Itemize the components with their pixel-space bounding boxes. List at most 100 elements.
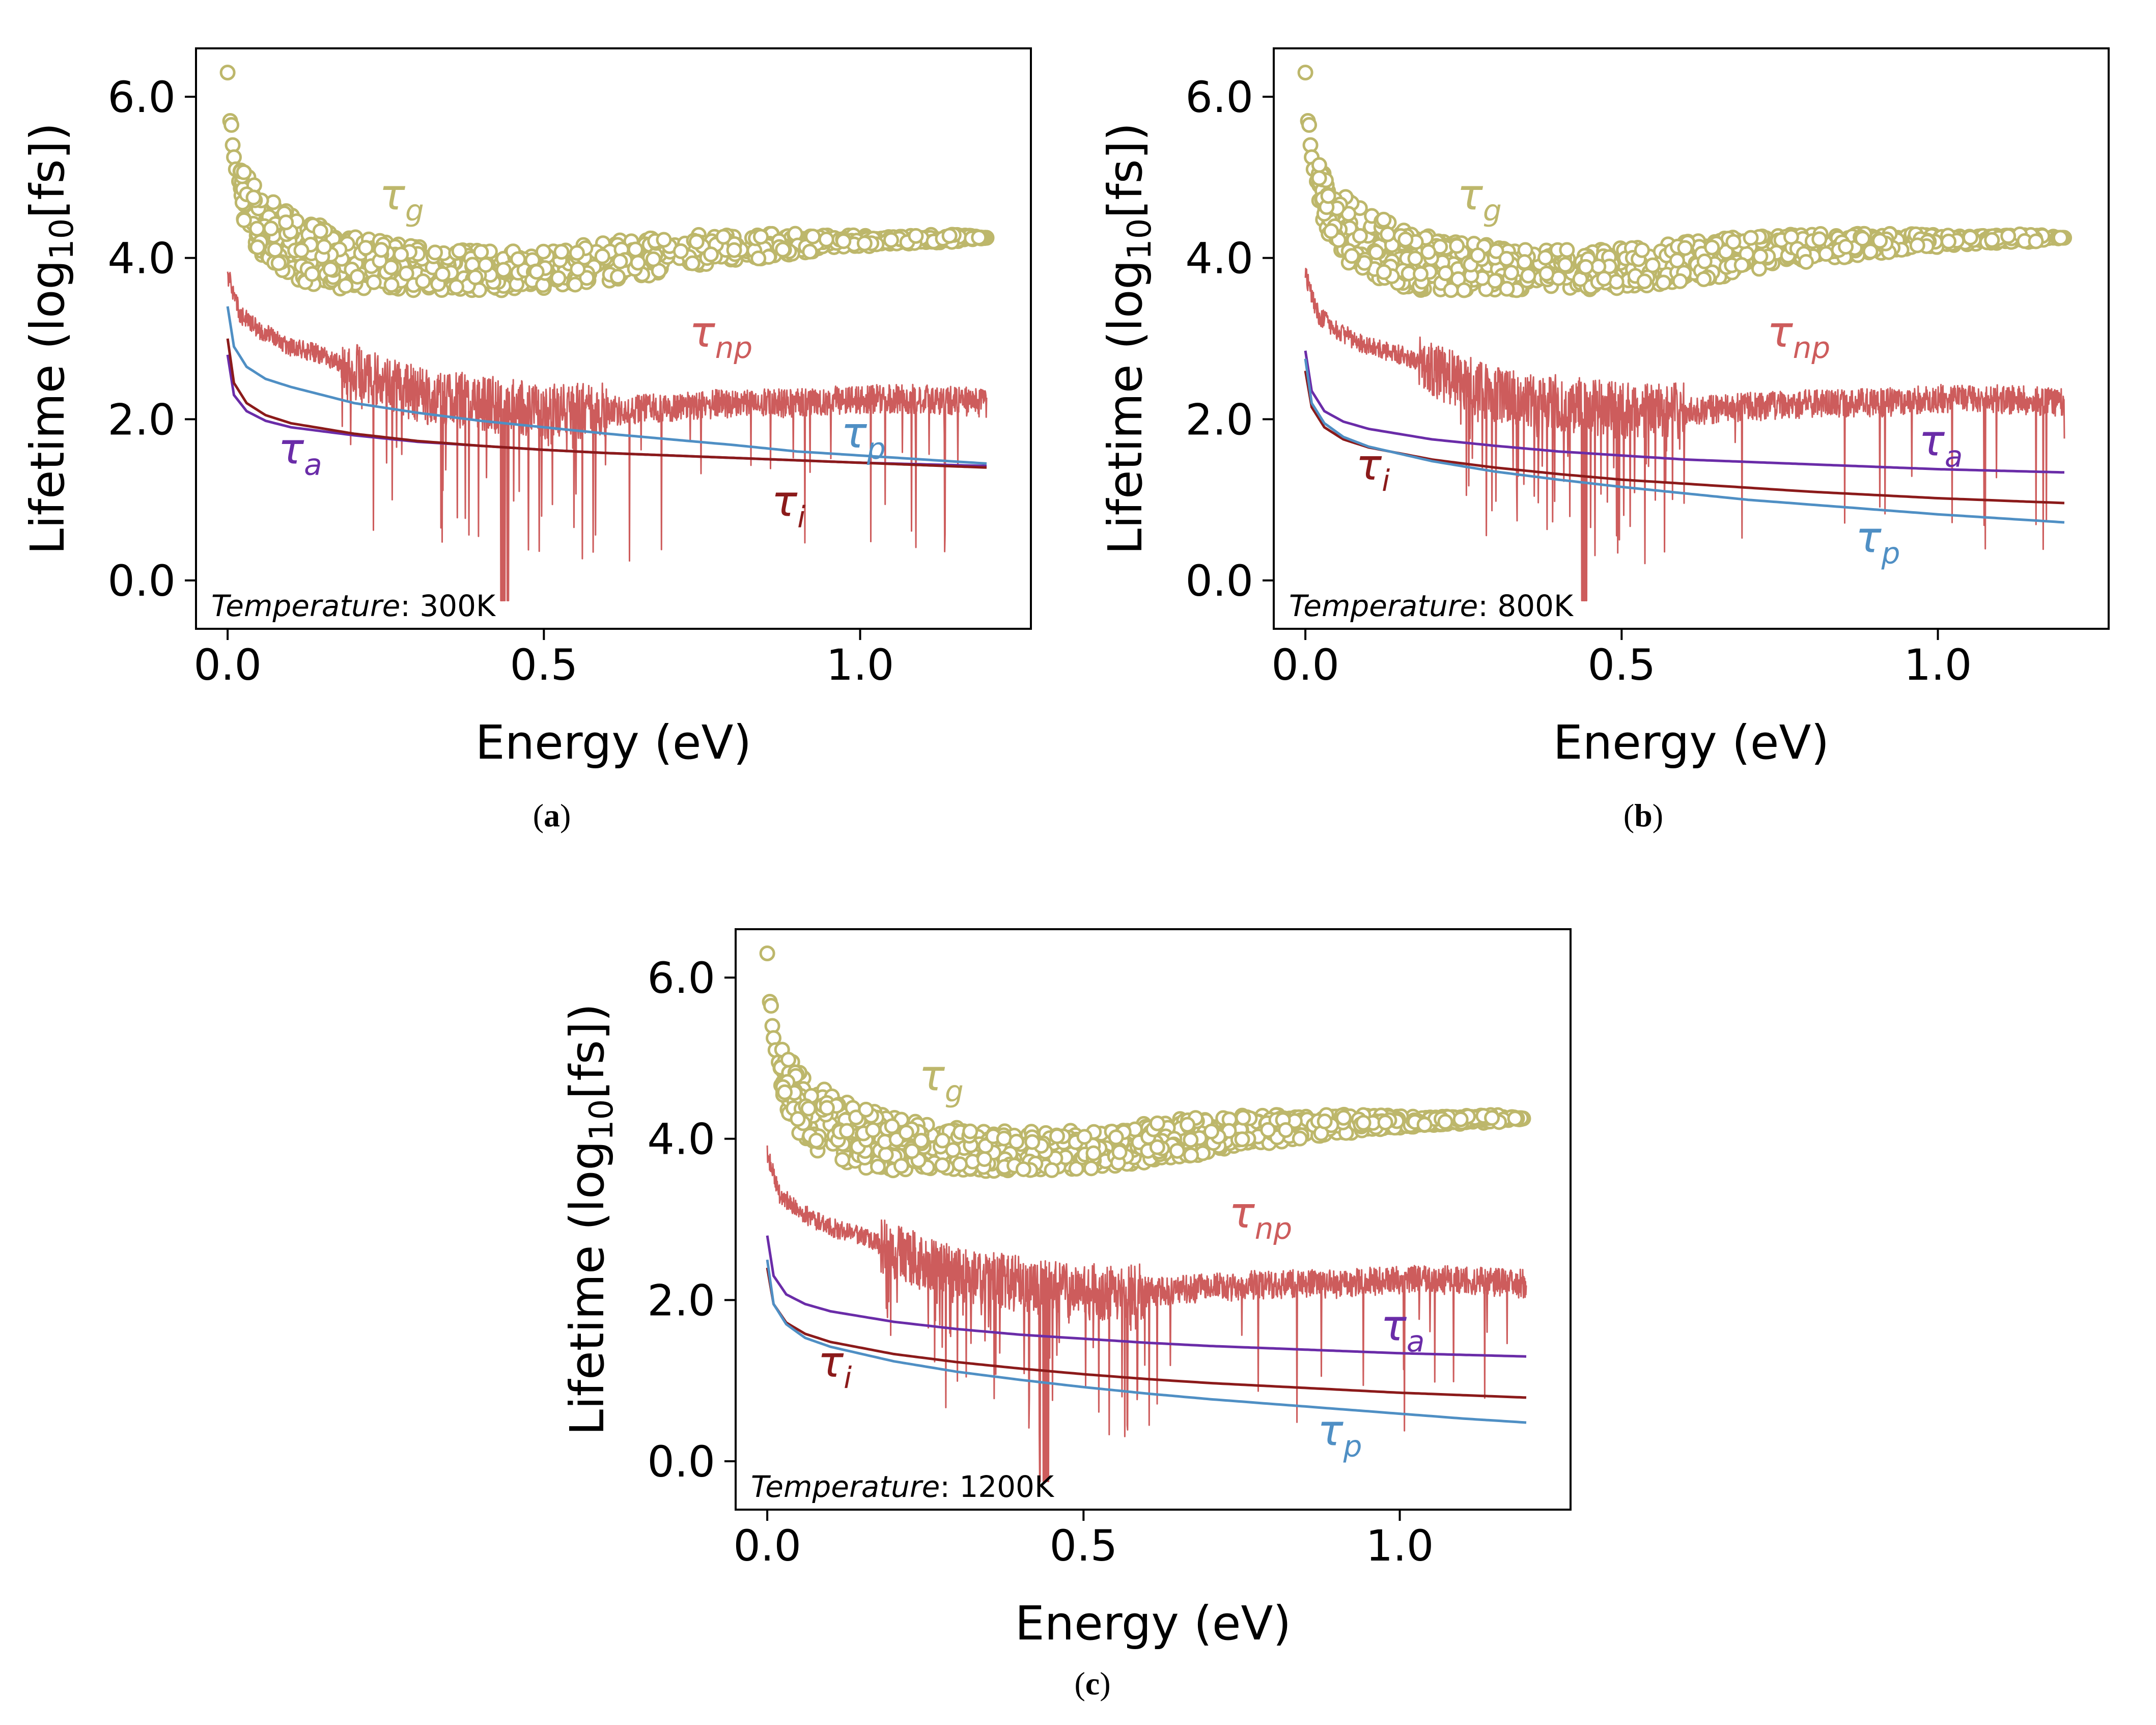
tau-g-point <box>278 214 294 231</box>
x-tick-label: 1.0 <box>826 640 894 690</box>
series-label-subscript: p <box>1881 536 1900 571</box>
y-tick-label: 2.0 <box>1185 395 1253 444</box>
tau-g-point <box>1669 253 1685 269</box>
y-axis-label-post: [fs]) <box>20 123 75 218</box>
tau-g-point <box>270 255 287 271</box>
y-tick-label: 0.0 <box>107 556 176 606</box>
tau-g-point <box>962 1123 978 1139</box>
tau-g-point <box>1498 251 1515 267</box>
axes-frame <box>1273 47 2110 630</box>
tau-g-point <box>1636 273 1653 290</box>
tau-g-point <box>1343 248 1360 264</box>
tau-g-point <box>263 220 279 237</box>
series-tau-np-line <box>227 271 988 602</box>
tau-g-point <box>393 246 409 263</box>
tau-g-point <box>858 1101 874 1118</box>
y-axis-label-post: [fs]) <box>1098 123 1153 218</box>
tau-g-point <box>1407 251 1423 267</box>
tau-g-point <box>1320 188 1336 204</box>
series-label-base: τ <box>818 1337 844 1387</box>
tau-g-point <box>434 266 451 282</box>
tau-g-point <box>1311 170 1327 186</box>
series-label-subscript: np <box>715 330 753 365</box>
tau-g-point <box>236 212 252 229</box>
series-label-subscript: p <box>866 431 886 466</box>
tau-g-point <box>473 244 489 260</box>
tau-g-point <box>839 1123 855 1139</box>
caption-b: (b) <box>1623 797 1664 833</box>
tau-g-point <box>1909 237 1925 254</box>
tau-g-point <box>1024 1134 1041 1150</box>
tau-g-point <box>834 1152 851 1168</box>
tau-g-point <box>752 229 769 245</box>
x-tick-label: 1.0 <box>1366 1521 1434 1571</box>
tau-g-point <box>1725 234 1742 250</box>
temperature-label: Temperature <box>751 1469 940 1504</box>
tau-g-point <box>1377 1115 1393 1131</box>
y-axis-label-sub: 10 <box>1121 218 1159 260</box>
tau-g-point <box>1499 281 1515 297</box>
tau-g-point <box>478 257 494 273</box>
tau-g-point <box>383 276 400 293</box>
tau-g-point <box>1009 1133 1025 1150</box>
tau-g-point <box>528 264 545 280</box>
x-tick-label: 0.5 <box>1588 640 1656 690</box>
tau-g-point <box>835 233 852 249</box>
tau-g-point <box>898 1124 914 1140</box>
tau-g-point <box>1083 1160 1100 1177</box>
tau-g-point <box>802 243 818 260</box>
tau-g-point <box>495 262 512 278</box>
tau-g-point <box>594 248 610 264</box>
tau-g-point <box>249 239 266 256</box>
tau-g-point <box>800 1100 817 1117</box>
tau-g-point <box>1751 261 1767 277</box>
tau-g-point <box>1149 1115 1165 1131</box>
tau-g-point <box>818 231 834 247</box>
tau-g-point <box>267 242 283 258</box>
tau-g-point <box>1452 1111 1469 1127</box>
tau-g-point <box>427 244 443 261</box>
series-label-tau-i: τi <box>772 476 806 534</box>
tau-g-point <box>777 1084 793 1100</box>
tau-g-point <box>510 251 526 267</box>
tau-g-point <box>952 1156 968 1173</box>
y-axis-label-pre: Lifetime (log <box>20 260 75 554</box>
tau-g-point <box>219 65 236 80</box>
series-label-base: τ <box>1457 170 1483 220</box>
tau-g-point <box>1677 240 1693 256</box>
series-tau-g-markers <box>759 945 1531 1179</box>
series-tau-i-line <box>1304 370 2065 505</box>
tau-g-point <box>1352 228 1368 244</box>
tau-g-point <box>1752 248 1769 264</box>
series-tau-p-line <box>226 306 987 465</box>
series-label-tau-p: τp <box>841 408 885 466</box>
tau-g-point <box>726 242 742 258</box>
caption-a: (a) <box>533 797 571 833</box>
tau-g-point <box>535 243 551 260</box>
tau-g-point <box>775 241 791 258</box>
tau-g-point <box>763 997 779 1014</box>
series-tau-g-markers <box>1297 65 2073 298</box>
tau-g-point <box>645 251 661 267</box>
tau-g-point <box>249 220 265 237</box>
tau-g-point <box>878 1147 894 1163</box>
x-tick-label: 0.0 <box>193 640 262 690</box>
plot-area <box>219 65 995 602</box>
y-axis-label-pre: Lifetime (log <box>1098 260 1153 554</box>
tau-g-point <box>780 1051 797 1068</box>
series-label-tau-g: τg <box>1457 170 1501 228</box>
tau-g-point <box>550 270 567 286</box>
tau-g-point <box>1169 1143 1185 1159</box>
tau-g-point <box>1862 243 1879 260</box>
series-label-base: τ <box>1381 1301 1407 1351</box>
tau-g-point <box>316 239 332 255</box>
y-axis-label: Lifetime (log10[fs]) <box>1098 123 1159 554</box>
tau-g-point <box>553 244 570 260</box>
y-axis-label-sub: 10 <box>43 218 81 260</box>
tau-g-point <box>1520 267 1536 284</box>
tau-g-point <box>1487 273 1503 289</box>
tau-g-point <box>451 243 467 259</box>
y-tick-label: 6.0 <box>107 72 176 122</box>
x-axis-label: Energy (eV) <box>475 715 752 770</box>
tau-g-point <box>893 1158 909 1174</box>
